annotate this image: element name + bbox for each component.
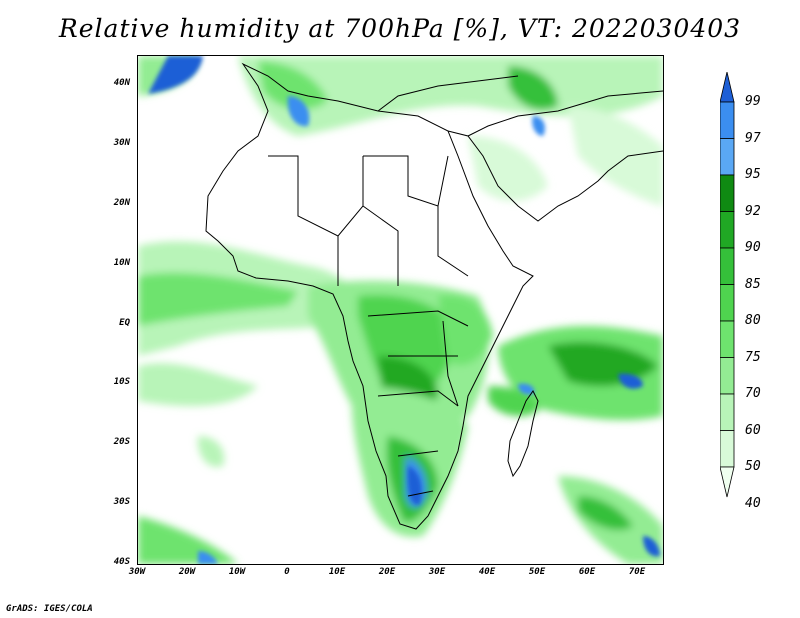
lat-label-10s: 10S: [113, 377, 130, 387]
coastlines: [205, 62, 663, 530]
colorbar-label: 60: [745, 422, 761, 438]
colorbar: [720, 72, 735, 498]
lat-label-30s: 30S: [113, 497, 130, 507]
colorbar-segment: [720, 247, 735, 285]
lon-label-50e: 50E: [528, 567, 546, 577]
colorbar-segment: [720, 101, 735, 139]
lon-label-20w: 20W: [178, 567, 196, 577]
lat-label-eq: EQ: [119, 318, 130, 328]
lat-label-30n: 30N: [113, 138, 130, 148]
high-humidity-cores: [148, 56, 660, 564]
colorbar-label: 85: [745, 276, 761, 292]
lon-label-30w: 30W: [128, 567, 146, 577]
colorbar-top-triangle: [720, 72, 735, 103]
colorbar-label: 99: [745, 94, 761, 109]
lon-label-10w: 10W: [228, 567, 246, 577]
colorbar-segment: [720, 211, 735, 249]
map-canvas: [138, 56, 663, 564]
lat-label-20s: 20S: [113, 437, 130, 447]
lon-label-40e: 40E: [478, 567, 496, 577]
colorbar-segment: [720, 357, 735, 395]
colorbar-segment: [720, 284, 735, 322]
colorbar-label: 50: [745, 459, 761, 474]
colorbar-label: 90: [745, 240, 761, 255]
colorbar-label: 80: [745, 313, 761, 328]
credit-text: GrADS: IGES/COLA: [6, 604, 93, 614]
lat-label-40n: 40N: [113, 78, 130, 88]
colorbar-label: 97: [745, 130, 761, 146]
colorbar-segment: [720, 138, 735, 176]
lon-label-60e: 60E: [578, 567, 596, 577]
lat-label-20n: 20N: [113, 198, 130, 208]
lat-label-10n: 10N: [113, 258, 130, 268]
map-title: Relative humidity at 700hPa [%], VT: 202…: [58, 14, 742, 43]
colorbar-label: 75: [745, 349, 761, 365]
lon-label-10e: 10E: [328, 567, 346, 577]
lon-label-30e: 30E: [428, 567, 446, 577]
colorbar-segment: [720, 174, 735, 212]
lon-label-70e: 70E: [628, 567, 646, 577]
lon-label-20e: 20E: [378, 567, 396, 577]
lat-label-40s: 40S: [113, 557, 130, 567]
colorbar-label: 92: [745, 203, 761, 219]
colorbar-bottom-triangle: [720, 466, 735, 498]
colorbar-segment: [720, 430, 735, 468]
colorbar-label: 95: [745, 167, 761, 182]
humidity-map[interactable]: [137, 55, 664, 565]
colorbar-label: 70: [745, 386, 761, 401]
lon-label-0: 0: [284, 567, 290, 577]
colorbar-segment: [720, 320, 735, 358]
humidity-field: [138, 56, 663, 564]
colorbar-label: 40: [745, 495, 761, 511]
colorbar-segment: [720, 393, 735, 431]
